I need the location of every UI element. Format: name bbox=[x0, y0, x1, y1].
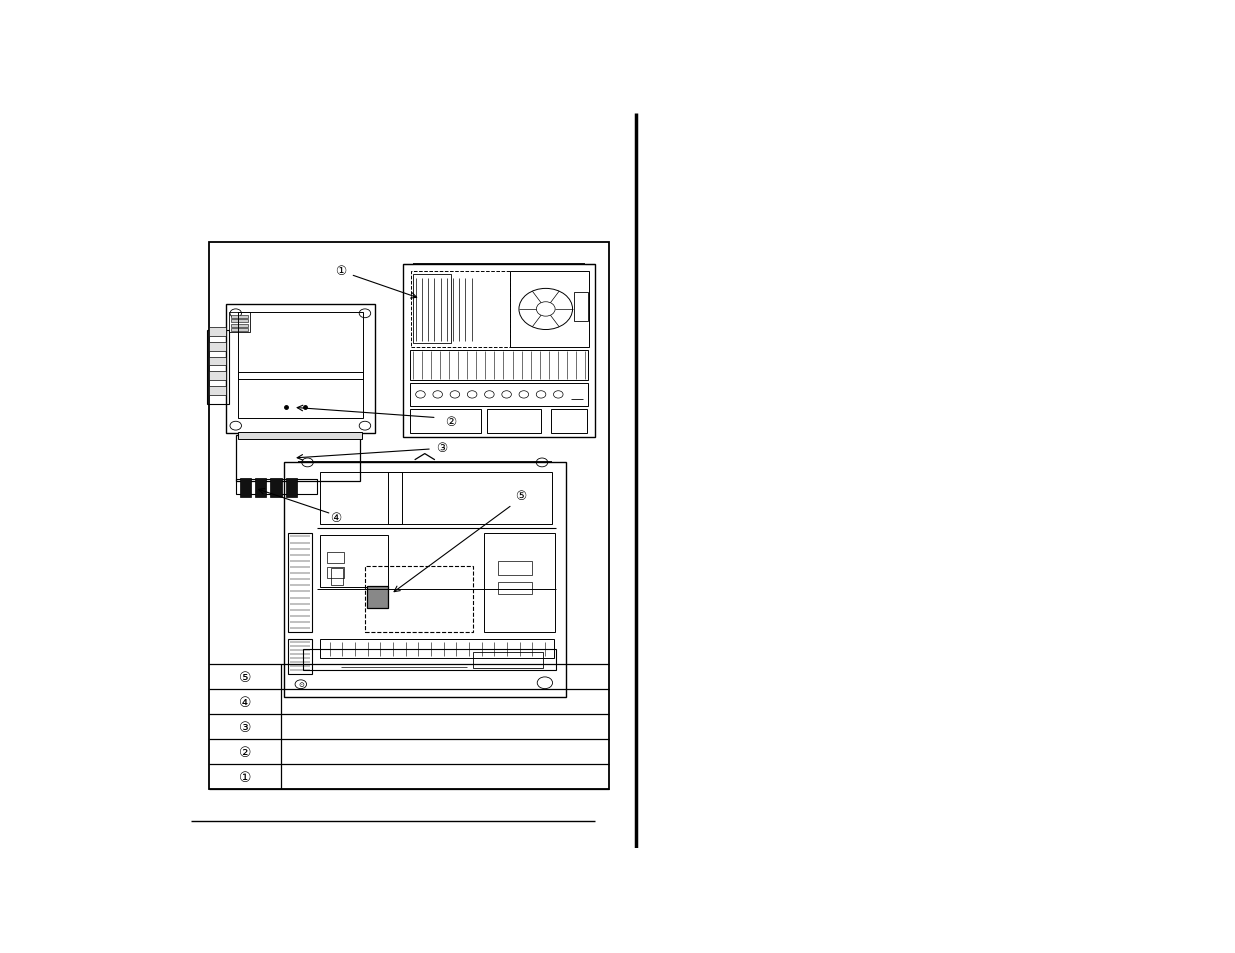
Bar bbox=[573, 293, 588, 322]
Bar bbox=[410, 410, 480, 434]
Bar bbox=[498, 561, 532, 576]
Bar bbox=[270, 478, 282, 497]
Bar bbox=[388, 473, 552, 524]
Text: ②: ② bbox=[446, 416, 457, 429]
Text: ③: ③ bbox=[238, 720, 251, 734]
Bar bbox=[209, 357, 226, 366]
Bar bbox=[473, 652, 543, 668]
Bar bbox=[285, 478, 296, 497]
Text: ②: ② bbox=[238, 745, 251, 759]
Bar bbox=[284, 463, 566, 698]
Bar bbox=[410, 351, 588, 380]
Bar bbox=[237, 432, 362, 439]
Text: ⑤: ⑤ bbox=[515, 489, 526, 502]
Text: ①: ① bbox=[336, 264, 347, 277]
Bar bbox=[231, 320, 248, 323]
Bar bbox=[303, 649, 556, 670]
Bar bbox=[209, 328, 226, 336]
Bar bbox=[484, 534, 555, 632]
Bar bbox=[551, 410, 587, 434]
Bar bbox=[237, 313, 363, 379]
Bar bbox=[498, 582, 532, 595]
Bar bbox=[331, 569, 343, 585]
Bar bbox=[231, 329, 248, 332]
Bar bbox=[231, 324, 248, 327]
Bar bbox=[209, 342, 226, 352]
Bar bbox=[412, 275, 451, 344]
Bar bbox=[320, 639, 555, 658]
Bar bbox=[209, 372, 226, 381]
Bar bbox=[411, 272, 510, 348]
Bar bbox=[209, 387, 226, 395]
Bar bbox=[510, 272, 589, 348]
Text: ④: ④ bbox=[331, 512, 342, 524]
Bar bbox=[366, 566, 473, 632]
Bar bbox=[254, 478, 267, 497]
Text: ⑤: ⑤ bbox=[238, 670, 251, 684]
Text: ④: ④ bbox=[238, 695, 251, 709]
Bar bbox=[209, 243, 609, 789]
Bar bbox=[326, 552, 343, 564]
Bar bbox=[236, 479, 317, 495]
Bar bbox=[207, 331, 228, 404]
Bar bbox=[320, 473, 401, 524]
Bar bbox=[240, 478, 251, 497]
Bar bbox=[288, 534, 312, 632]
Bar bbox=[288, 639, 312, 675]
Bar bbox=[488, 410, 541, 434]
Bar bbox=[403, 265, 595, 437]
Bar bbox=[231, 315, 248, 318]
Bar bbox=[237, 373, 363, 419]
Bar bbox=[320, 536, 388, 587]
Bar bbox=[410, 384, 588, 406]
Bar bbox=[226, 305, 374, 434]
Bar bbox=[367, 586, 388, 609]
Text: ⊙: ⊙ bbox=[298, 681, 304, 687]
Text: ③: ③ bbox=[436, 441, 447, 455]
Bar bbox=[326, 568, 343, 578]
Bar bbox=[228, 313, 249, 333]
Bar bbox=[236, 436, 361, 481]
Text: ①: ① bbox=[238, 770, 251, 784]
